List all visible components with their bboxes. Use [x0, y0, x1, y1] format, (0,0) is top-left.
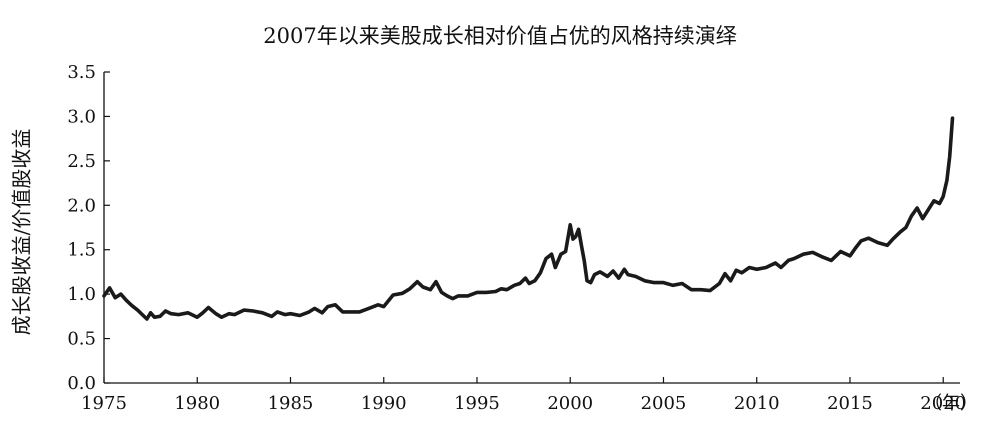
x-tick-label: 2010 [734, 393, 780, 414]
y-tick-label: 2.5 [67, 151, 96, 172]
x-tick-label: 2005 [641, 393, 687, 414]
series-line-1 [102, 116, 955, 321]
x-tick-label: 1995 [454, 393, 500, 414]
axes-layer [103, 71, 960, 384]
x-tick-label: 2000 [547, 393, 593, 414]
y-tick-label: 0.5 [67, 329, 96, 350]
x-tick-label: 2015 [827, 393, 873, 414]
y-tick-label: 1.5 [67, 240, 96, 261]
x-tick-label: 2020 [920, 393, 966, 414]
y-tick-label: 2.0 [67, 195, 96, 216]
y-tick-label: 3.0 [67, 106, 96, 127]
x-tick-label: 1985 [268, 393, 314, 414]
y-tick-label: 0.0 [67, 373, 96, 394]
chart-title: 2007年以来美股成长相对价值占优的风格持续演绎 [263, 24, 737, 48]
y-tick-label: 3.5 [67, 62, 96, 83]
x-tick-label: 1975 [81, 393, 127, 414]
x-unit-label: （年） [924, 393, 978, 414]
y-tick-label: 1.0 [67, 284, 96, 305]
x-tick-label: 1980 [174, 393, 220, 414]
x-tick-label: 1990 [361, 393, 407, 414]
series-layer [102, 116, 955, 321]
label-layer: 0.0 0.5 1.0 1.5 2.0 2.5 3.0 3.5 1975 1980 1985 1990… [67, 62, 978, 414]
